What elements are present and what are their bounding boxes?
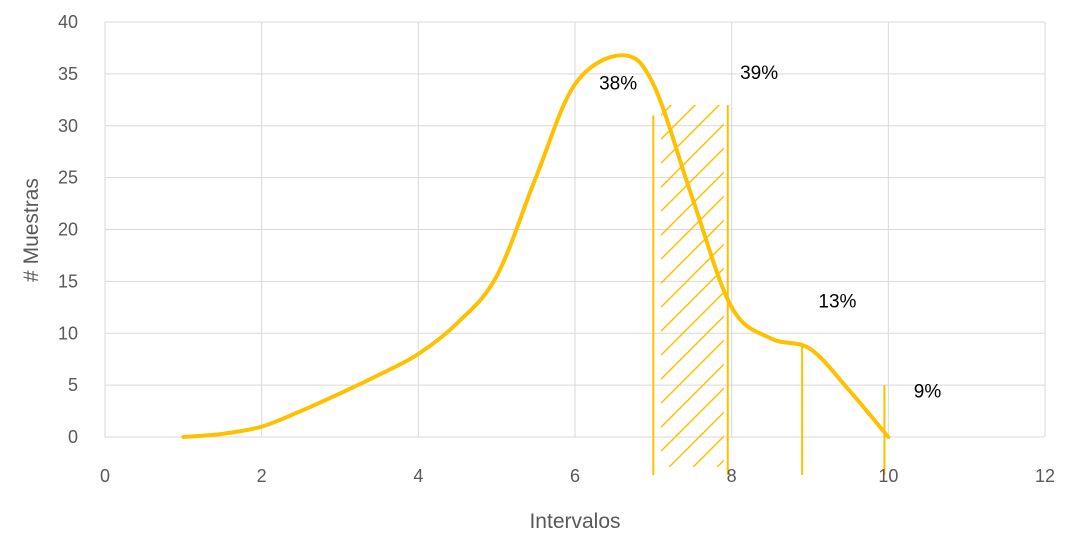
y-tick-label: 35	[58, 64, 78, 84]
x-tick-label: 12	[1035, 466, 1055, 486]
hatch-line	[1053, 67, 1066, 467]
hatch-line	[885, 67, 1066, 467]
y-tick-label: 15	[58, 271, 78, 291]
hatch-line	[813, 67, 1066, 467]
y-tick-label: 30	[58, 116, 78, 136]
hatch-line	[661, 105, 673, 117]
hatch-line	[661, 243, 724, 309]
hatch-line	[661, 291, 724, 357]
hatch-line	[957, 67, 1066, 467]
y-tick-label: 20	[58, 220, 78, 240]
hatch-lines	[261, 67, 1066, 467]
x-tick-label: 6	[570, 466, 580, 486]
hatch-line	[661, 147, 724, 213]
hatch-line	[285, 67, 685, 467]
hatch-line	[661, 219, 724, 285]
x-tick-label: 8	[727, 466, 737, 486]
hatch-line	[1005, 67, 1066, 467]
y-axis-title: # Muestras	[20, 178, 43, 282]
y-tick-label: 25	[58, 168, 78, 188]
gridlines	[104, 21, 1046, 438]
x-tick-label: 10	[878, 466, 898, 486]
hatch-line	[661, 363, 724, 429]
hatch-line	[933, 67, 1066, 467]
x-tick-label: 4	[413, 466, 423, 486]
x-tick-label: 0	[100, 466, 110, 486]
annotations: 38% 39% 13% 9%	[599, 63, 941, 403]
x-axis-title: Intervalos	[529, 510, 620, 533]
hatch-line	[981, 67, 1066, 467]
hatch-line	[692, 435, 724, 467]
hatch-line	[261, 67, 661, 467]
annotation-label: 39%	[740, 63, 778, 84]
hatch-line	[716, 459, 724, 467]
hatch-line	[661, 105, 721, 165]
hatch-line	[661, 171, 724, 237]
y-tick-label: 40	[58, 12, 78, 32]
hatch-line	[909, 67, 1066, 467]
series-layer	[181, 53, 891, 439]
hatched-region	[261, 67, 1066, 467]
annotation-label: 38%	[599, 73, 637, 94]
hatch-line	[1029, 67, 1066, 467]
hatch-line	[661, 387, 724, 453]
y-tick-label: 10	[58, 323, 78, 343]
hatch-line	[661, 105, 697, 141]
series-line	[181, 53, 891, 439]
hatch-line	[661, 123, 724, 189]
hatch-line	[789, 67, 1066, 467]
hatch-line	[741, 67, 1066, 467]
y-tick-label: 0	[68, 427, 78, 447]
hatch-line	[661, 315, 724, 381]
hatch-line	[837, 67, 1066, 467]
y-tick-label: 5	[68, 375, 78, 395]
hatch-line	[661, 339, 724, 405]
tick-labels: 0 2 4 6 8 10 12 0 5 10 15 20 25 30 35 40	[58, 12, 1055, 486]
x-tick-label: 2	[257, 466, 267, 486]
annotation-label: 13%	[818, 291, 856, 312]
hatch-line	[765, 67, 1066, 467]
annotation-label: 9%	[914, 382, 942, 403]
hatch-line	[861, 67, 1066, 467]
